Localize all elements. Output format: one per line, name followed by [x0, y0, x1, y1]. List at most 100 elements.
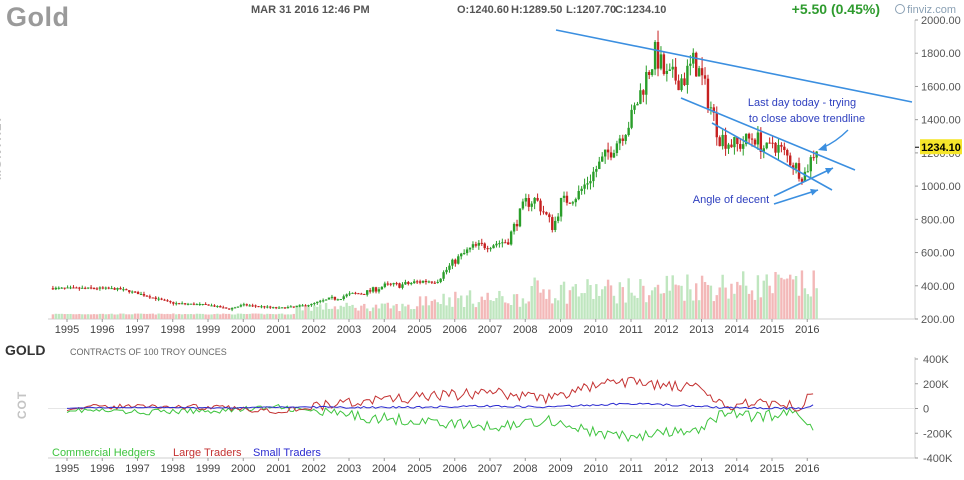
- candle-body: [436, 281, 439, 283]
- candle-body: [189, 303, 193, 305]
- volume-bar: [286, 314, 290, 319]
- cot-x-tick-label: 2016: [795, 463, 819, 475]
- candle-body: [395, 283, 398, 285]
- candle-body: [324, 299, 328, 301]
- volume-bar: [794, 276, 798, 319]
- candle-body: [674, 66, 677, 81]
- candle-body: [210, 305, 213, 307]
- candle-body: [650, 69, 654, 75]
- candle-body: [568, 202, 572, 204]
- cot-y-tick-label: -200K: [923, 428, 953, 440]
- volume-bar: [95, 314, 99, 319]
- volume-bar: [739, 285, 742, 319]
- candle-body: [536, 197, 539, 201]
- volume-bar: [577, 296, 580, 319]
- candle-body: [95, 288, 99, 290]
- volume-bar: [98, 313, 102, 319]
- volume-bar: [427, 305, 431, 319]
- volume-bar: [686, 274, 689, 319]
- candle-body: [606, 149, 610, 153]
- volume-bar: [639, 279, 642, 319]
- arrow-shaft: [773, 167, 834, 197]
- candle-body: [753, 139, 757, 145]
- finviz-icon: [895, 4, 906, 14]
- volume-bar: [395, 303, 398, 319]
- volume-bar: [800, 270, 804, 319]
- candle-body: [477, 242, 481, 246]
- volume-bar: [66, 314, 69, 319]
- volume-bar: [310, 310, 313, 319]
- cot-x-tick-label: 2004: [372, 463, 396, 475]
- volume-bar: [160, 313, 163, 319]
- volume-bar: [368, 311, 372, 319]
- volume-bar: [709, 285, 713, 319]
- candle-body: [662, 54, 666, 74]
- volume-bar: [257, 313, 260, 319]
- volume-bar: [786, 278, 789, 319]
- candle-body: [342, 296, 345, 300]
- volume-bar: [327, 308, 331, 319]
- brand-logo[interactable]: finviz.com: [895, 4, 956, 16]
- candle-body: [274, 307, 278, 309]
- volume-bar: [551, 303, 554, 319]
- volume-bar: [236, 313, 240, 319]
- candle-body: [586, 183, 589, 185]
- annotation-1: Last day today - trying: [748, 97, 856, 109]
- volume-bar: [530, 286, 533, 319]
- candle-body: [615, 143, 619, 154]
- candle-body: [800, 178, 804, 182]
- volume-bar: [107, 314, 110, 319]
- brand-text: finviz.com: [907, 4, 956, 16]
- candle-body: [233, 307, 237, 309]
- candle-body: [603, 149, 607, 157]
- candle-body: [230, 308, 234, 310]
- volume-bar: [207, 314, 210, 319]
- candle-body: [683, 78, 686, 86]
- volume-bar: [81, 314, 84, 319]
- candle-body: [656, 41, 660, 69]
- candle-body: [225, 307, 228, 309]
- cot-y-tick-label: -400K: [923, 453, 953, 465]
- cot-x-tick-label: 2007: [478, 463, 502, 475]
- candle-body: [653, 41, 657, 70]
- y-tick-label: 1400.00: [921, 115, 961, 127]
- volume-bar: [562, 281, 566, 319]
- volume-bar: [509, 305, 513, 319]
- volume-bar: [809, 296, 812, 319]
- candle-body: [333, 296, 337, 300]
- price-chart: 200.00400.00600.00800.001000.001200.0014…: [48, 15, 962, 336]
- volume-bar: [101, 313, 105, 319]
- volume-bar: [57, 313, 60, 319]
- candle-body: [562, 195, 566, 198]
- volume-bar: [609, 285, 613, 319]
- volume-bar: [486, 292, 489, 319]
- volume-bar: [554, 298, 557, 319]
- candle-body: [474, 244, 478, 246]
- candle-body: [169, 301, 172, 303]
- volume-bar: [354, 307, 357, 319]
- volume-bar: [339, 305, 342, 319]
- volume-bar: [460, 295, 463, 319]
- candle-body: [424, 280, 428, 283]
- volume-bar: [627, 278, 630, 319]
- volume-bar: [695, 283, 698, 319]
- candle-body: [574, 199, 577, 203]
- volume-bar: [451, 306, 454, 319]
- volume-bar: [780, 277, 783, 319]
- volume-bar: [380, 303, 384, 319]
- current-price-box: [920, 139, 962, 155]
- candle-body: [689, 63, 692, 66]
- candle-body: [750, 138, 754, 140]
- candle-body: [509, 231, 513, 245]
- candle-body: [366, 290, 369, 295]
- x-tick-label: 2005: [407, 324, 431, 336]
- candle-body: [236, 306, 240, 308]
- volume-bar: [589, 285, 592, 319]
- y-tick-label: 2000.00: [921, 15, 961, 27]
- volume-bar: [389, 308, 392, 319]
- x-tick-label: 1996: [90, 324, 114, 336]
- volume-bar: [492, 301, 495, 319]
- x-tick-label: 1998: [161, 324, 185, 336]
- candle-body: [592, 171, 595, 182]
- volume-bar: [119, 313, 122, 319]
